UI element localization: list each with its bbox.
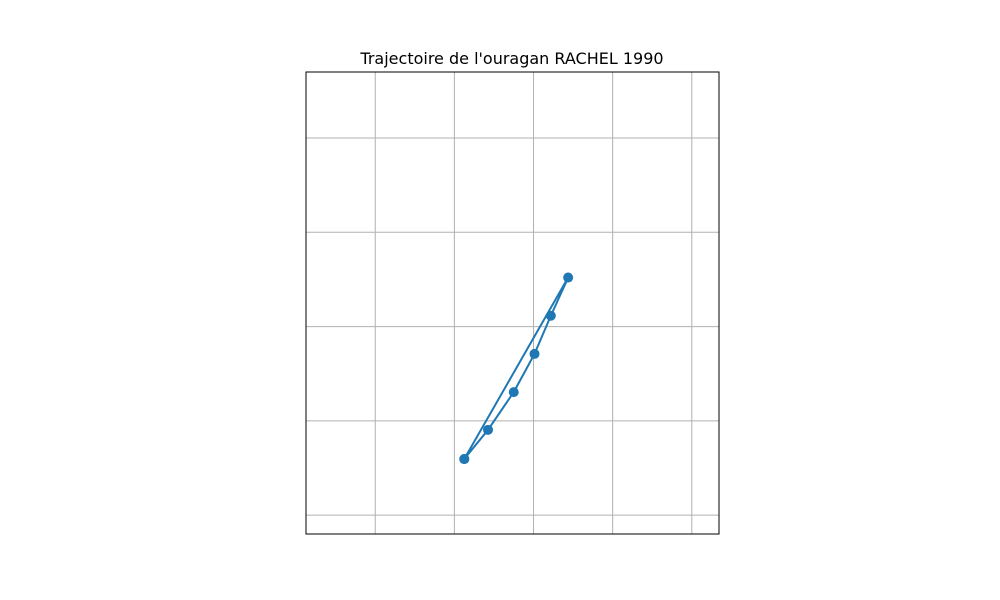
- track-point-5: [563, 272, 574, 283]
- chart-title: Trajectoire de l'ouragan RACHEL 1990: [359, 49, 663, 68]
- track-point-4: [545, 310, 556, 321]
- series-group: [459, 272, 574, 465]
- track-point-2: [508, 387, 519, 398]
- track-point-6: [459, 454, 470, 465]
- track-point-3: [529, 348, 540, 359]
- track-point-1: [483, 424, 494, 435]
- track-line-0: [463, 276, 570, 460]
- plot-frame: [305, 71, 720, 535]
- grid: [306, 72, 719, 534]
